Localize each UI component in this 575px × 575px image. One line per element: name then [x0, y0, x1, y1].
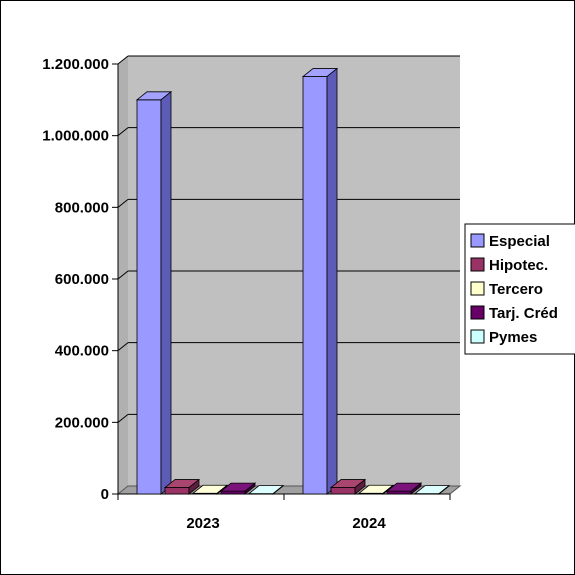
bar-front — [386, 490, 412, 495]
bar-side — [244, 482, 256, 495]
legend-swatch — [470, 329, 485, 344]
bars — [135, 67, 451, 495]
y-tick-label: 1.200.000 — [42, 56, 109, 73]
y-tick-label: 600.000 — [55, 271, 109, 288]
y-tick-label: 1.000.000 — [42, 128, 109, 145]
y-tick-label: 400.000 — [55, 343, 109, 360]
x-tick-label: 2023 — [186, 515, 219, 532]
legend-label: Especial — [489, 233, 550, 250]
legend-swatch — [470, 305, 485, 320]
gridline-depth — [117, 55, 129, 65]
bar-side — [188, 478, 200, 495]
gridline-depth — [117, 413, 129, 423]
bar-front — [330, 487, 356, 495]
legend-swatch — [470, 233, 485, 248]
bar-tercero-2024 — [357, 484, 395, 495]
bar-front — [302, 76, 328, 495]
bar-side — [354, 478, 366, 495]
legend-label: Hipotec. — [489, 257, 548, 274]
legend-label: Pymes — [489, 329, 537, 346]
bar-especial-2023 — [135, 91, 173, 495]
bar-hipotec--2024 — [329, 478, 367, 495]
bar-side — [160, 91, 172, 495]
bar-front — [164, 487, 190, 495]
tick-labels: 0 200.000 400.000 600.000 800.000 1.000.000 1.… — [42, 56, 386, 532]
legend-swatch — [470, 257, 485, 272]
bar-tarj-cr-d-2023 — [219, 482, 257, 495]
legend: Especial Hipotec. Tercero Tarj. Créd Pymes — [464, 223, 575, 355]
gridline-depth — [117, 270, 129, 280]
bar-pymes-2024 — [413, 484, 451, 495]
bar-side — [326, 67, 338, 495]
bar-side — [410, 482, 422, 495]
x-tick-label: 2024 — [352, 515, 386, 532]
bar-pymes-2023 — [247, 484, 285, 495]
bar-hipotec--2023 — [163, 478, 201, 495]
y-tick-label: 200.000 — [55, 414, 109, 431]
bar-tarj-cr-d-2024 — [385, 482, 423, 495]
bar-side — [272, 484, 284, 495]
gridline-depth — [117, 342, 129, 352]
legend-label: Tercero — [489, 281, 543, 298]
bar-tercero-2023 — [191, 484, 229, 495]
gridline-depth — [117, 198, 129, 208]
bar-front — [220, 490, 246, 495]
y-tick-label: 0 — [101, 486, 109, 503]
legend-label: Tarj. Créd — [489, 305, 558, 322]
bar-especial-2024 — [301, 67, 339, 495]
gridline-depth — [117, 127, 129, 137]
legend-swatch — [470, 281, 485, 296]
y-tick-label: 800.000 — [55, 199, 109, 216]
bar-front — [136, 99, 162, 495]
gridlines — [117, 55, 460, 423]
bar-side — [438, 484, 450, 495]
